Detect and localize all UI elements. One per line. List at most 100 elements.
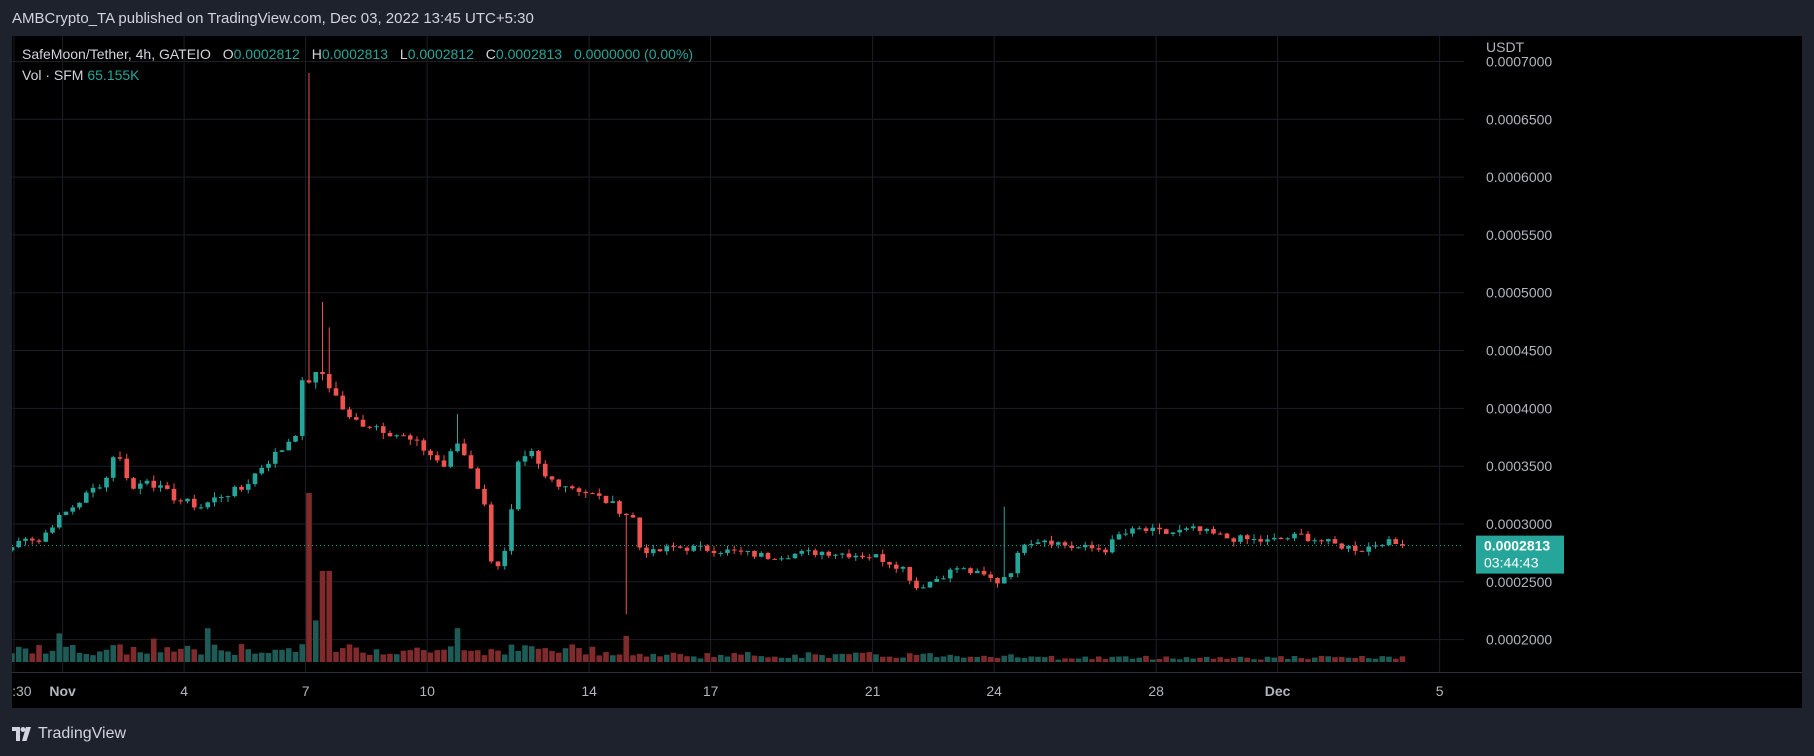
- candle-body: [981, 570, 987, 575]
- volume-bar: [1298, 658, 1305, 662]
- close-value: 0.0002813: [495, 46, 563, 62]
- candle-body: [704, 545, 710, 551]
- candle-body: [920, 587, 926, 589]
- volume-bar: [1129, 658, 1136, 662]
- price-tick-label: 0.0005000: [1486, 285, 1552, 301]
- volume-bar: [22, 648, 29, 662]
- volume-bar: [427, 652, 434, 662]
- volume-bar: [12, 653, 15, 662]
- candle-body: [927, 581, 933, 588]
- candle-body: [1197, 526, 1203, 532]
- candle-body: [212, 497, 217, 503]
- candle-body: [569, 486, 575, 489]
- candle-body: [205, 502, 211, 508]
- volume-bar: [191, 649, 198, 662]
- candle-body: [104, 477, 109, 488]
- candle-body: [1022, 544, 1027, 553]
- candle-body: [1231, 538, 1237, 542]
- candle-body: [475, 468, 481, 489]
- time-tick-label: 21: [865, 683, 881, 699]
- candle-body: [77, 502, 82, 508]
- volume-bar: [414, 647, 420, 662]
- symbol-info[interactable]: SafeMoon/Tether, 4h, GATEIO: [22, 46, 211, 62]
- candle-body: [1285, 538, 1291, 540]
- candle-body: [29, 538, 35, 541]
- time-tick-label: 13:30: [12, 683, 32, 699]
- candle-body: [421, 440, 427, 451]
- volume-bar: [1284, 658, 1291, 662]
- candle-body: [1244, 535, 1250, 540]
- volume-bar: [960, 657, 967, 662]
- candle-body: [880, 554, 886, 562]
- candle-body: [218, 497, 224, 499]
- volume-bar: [1089, 659, 1095, 662]
- time-tick-label: Nov: [49, 683, 76, 699]
- volume-bar: [15, 646, 22, 662]
- tradingview-brand[interactable]: TradingView: [38, 725, 127, 742]
- candle-body: [671, 546, 676, 548]
- volume-bar: [225, 651, 231, 662]
- volume-bar: [1251, 659, 1257, 662]
- price-chart[interactable]: USDT 0.0007000 0.0006500 0.0006000 0.000550…: [12, 36, 1802, 708]
- volume-bar: [677, 654, 684, 662]
- volume-bar: [724, 656, 731, 662]
- volume-bar: [204, 628, 211, 662]
- candle-body: [1238, 535, 1243, 542]
- candle-body: [644, 547, 649, 554]
- candle-body: [1386, 539, 1392, 546]
- candle-body: [1251, 538, 1257, 540]
- candle-body: [866, 557, 872, 559]
- ohlc-row: SafeMoon/Tether, 4h, GATEIO O0.0002812 H…: [22, 44, 693, 65]
- bar-countdown: 03:44:43: [1484, 555, 1539, 571]
- candle-body: [387, 432, 393, 437]
- volume-bar: [947, 654, 954, 662]
- candle-body: [340, 395, 346, 410]
- tradingview-logo-icon[interactable]: [12, 727, 34, 741]
- volume-bar: [1041, 657, 1048, 662]
- volume-label[interactable]: Vol · SFM: [22, 67, 84, 83]
- volume-bar: [981, 655, 987, 662]
- candle-body: [1292, 533, 1297, 539]
- volume-bar: [515, 650, 522, 662]
- candle-body: [1123, 533, 1129, 535]
- time-tick-label: 17: [703, 683, 719, 699]
- price-axis[interactable]: USDT 0.0007000 0.0006500 0.0006000 0.000550…: [1486, 39, 1552, 648]
- volume-bar: [1102, 658, 1109, 662]
- candle-body: [833, 554, 838, 556]
- volume-bar: [407, 650, 414, 662]
- candle-body: [799, 550, 805, 554]
- volume-bar: [164, 647, 171, 662]
- volume-bar: [798, 657, 805, 662]
- candle-body: [374, 426, 379, 428]
- chart-area[interactable]: USDT 0.0007000 0.0006500 0.0006000 0.000550…: [12, 36, 1802, 708]
- volume-bar: [1190, 658, 1197, 662]
- volume-bar: [326, 571, 333, 662]
- volume-bar: [684, 656, 690, 662]
- volume-bar: [1365, 658, 1372, 662]
- candle-body: [1082, 544, 1088, 548]
- candle-body: [515, 461, 521, 510]
- price-tick-label: 0.0003000: [1486, 516, 1552, 532]
- candle-body: [725, 549, 730, 553]
- volume-bar: [353, 647, 360, 662]
- volume-bar: [771, 656, 778, 662]
- candle-body: [259, 467, 265, 474]
- volume-bar: [211, 644, 218, 662]
- candle-body: [1130, 528, 1135, 534]
- time-tick-label: 7: [302, 683, 310, 699]
- volume-bar: [1257, 659, 1264, 662]
- candle-body: [1400, 544, 1405, 546]
- candle-body: [853, 555, 859, 558]
- candle-body: [455, 443, 460, 452]
- candle-body: [1076, 547, 1081, 549]
- candle-body: [900, 567, 906, 569]
- volume-bar: [508, 644, 515, 662]
- volume-bar: [488, 649, 495, 662]
- volume-bar: [299, 644, 306, 662]
- volume-bar: [1278, 656, 1284, 662]
- time-axis[interactable]: 13:30 Nov 4 7 10 14 17 21 24 28 Dec 5: [12, 683, 1444, 699]
- candle-body: [313, 371, 319, 383]
- candle-body: [887, 561, 892, 565]
- time-tick-label: 5: [1436, 683, 1444, 699]
- high-value: 0.0002813: [321, 46, 389, 62]
